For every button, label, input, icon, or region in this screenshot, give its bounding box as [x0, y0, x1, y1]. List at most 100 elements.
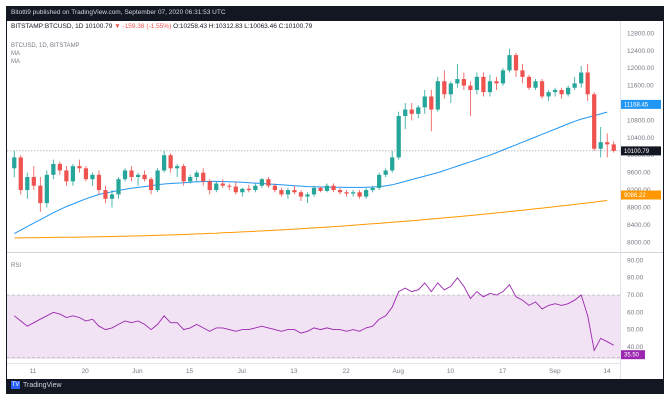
time-tick-label: Jul	[238, 368, 247, 375]
candle	[298, 190, 304, 201]
candle-body	[272, 185, 278, 191]
candle-body	[253, 185, 258, 191]
candle	[51, 159, 56, 180]
candle	[240, 187, 245, 197]
candle	[292, 185, 297, 195]
candle-body	[383, 170, 388, 175]
candle	[64, 166, 69, 186]
candle	[481, 72, 486, 97]
pane-separator	[7, 252, 663, 253]
candle-body	[344, 192, 349, 194]
candle-body	[324, 185, 330, 191]
price-tick-label: 8400.00	[627, 222, 651, 229]
candle-body	[474, 76, 480, 90]
candle-body	[12, 157, 17, 169]
candle	[331, 183, 336, 193]
low-value: L:10063.46	[244, 23, 277, 30]
candle	[57, 161, 62, 175]
candle	[507, 48, 512, 73]
candle	[605, 133, 610, 158]
candle-body	[409, 109, 414, 114]
candle-body	[201, 172, 206, 182]
candle-body	[357, 192, 362, 197]
candle	[546, 89, 551, 101]
candle	[220, 179, 225, 188]
time-axis-border	[7, 363, 620, 364]
candle-body	[526, 76, 532, 88]
candle	[188, 174, 193, 184]
candle	[435, 76, 440, 112]
candle	[513, 52, 519, 77]
candle	[350, 190, 356, 197]
time-tick-label: 11	[30, 368, 37, 375]
time-tick-label: Jun	[132, 368, 143, 375]
candle-body	[396, 116, 401, 158]
candle	[25, 172, 30, 199]
candle-body	[214, 183, 219, 191]
price-tick-label: 11600.00	[627, 83, 654, 90]
price-tag-box	[621, 190, 661, 200]
candle	[266, 177, 271, 188]
candle-body	[246, 188, 251, 191]
candle	[201, 168, 206, 186]
candle	[500, 68, 506, 86]
candle-body	[70, 166, 76, 182]
candle	[90, 172, 95, 186]
time-tick-label: 22	[342, 368, 350, 375]
candle-body	[520, 70, 525, 77]
brand-name: TradingView	[23, 381, 62, 389]
candle-body	[364, 190, 369, 197]
candle-body	[103, 190, 108, 199]
candle	[448, 81, 453, 103]
candle	[526, 74, 532, 90]
candle-body	[162, 155, 167, 171]
price-tick-label: 12000.00	[627, 65, 654, 72]
candle-body	[259, 179, 264, 186]
candle-body	[292, 190, 297, 193]
candle-body	[25, 177, 30, 191]
time-tick-label: 14	[603, 368, 611, 375]
candle-body	[266, 179, 271, 186]
price-change: ▼ -159.38 (-1.55%)	[114, 23, 172, 30]
candle-body	[64, 170, 69, 182]
candle	[337, 187, 343, 195]
time-tick-label: 17	[499, 368, 507, 375]
candle-body	[442, 81, 447, 95]
candle-body	[298, 192, 304, 197]
candle-body	[552, 89, 558, 93]
price-tag-label: 9086.22	[624, 193, 646, 199]
candle	[18, 155, 23, 195]
rsi-tick-label: 50.00	[627, 327, 644, 334]
candle-body	[390, 157, 395, 171]
candle	[142, 170, 147, 182]
symbol-label: BITSTAMP:BTCUSD, 1D	[11, 23, 84, 30]
candle-body	[240, 188, 245, 193]
rsi-tick-label: 90.00	[627, 257, 644, 264]
candle	[592, 92, 597, 151]
candle	[259, 177, 264, 188]
candle	[377, 172, 382, 191]
candle-body	[416, 107, 421, 114]
rsi-line	[14, 276, 614, 352]
candle-body	[370, 187, 375, 191]
candle	[422, 89, 427, 114]
candle-body	[109, 194, 115, 199]
candle	[109, 190, 115, 208]
price-rsi-chart[interactable]: BTCUSD, 1D, BITSTAMP MA MA RSI 8000.00 8400.0…	[7, 7, 663, 393]
candle	[38, 177, 43, 212]
candle	[552, 87, 558, 97]
candle-body	[500, 70, 506, 84]
candle	[96, 170, 102, 195]
candle	[474, 72, 480, 95]
candle-body	[539, 81, 545, 97]
candle-body	[57, 163, 62, 171]
candle-body	[513, 55, 519, 71]
candle-body	[83, 168, 89, 180]
ma-long-line	[14, 200, 608, 239]
candle	[70, 163, 76, 186]
candle	[611, 141, 616, 153]
candle-body	[279, 190, 284, 195]
candle-body	[559, 89, 564, 95]
candle-body	[155, 170, 160, 191]
tradingview-logo[interactable]: TV TradingView	[11, 381, 62, 389]
